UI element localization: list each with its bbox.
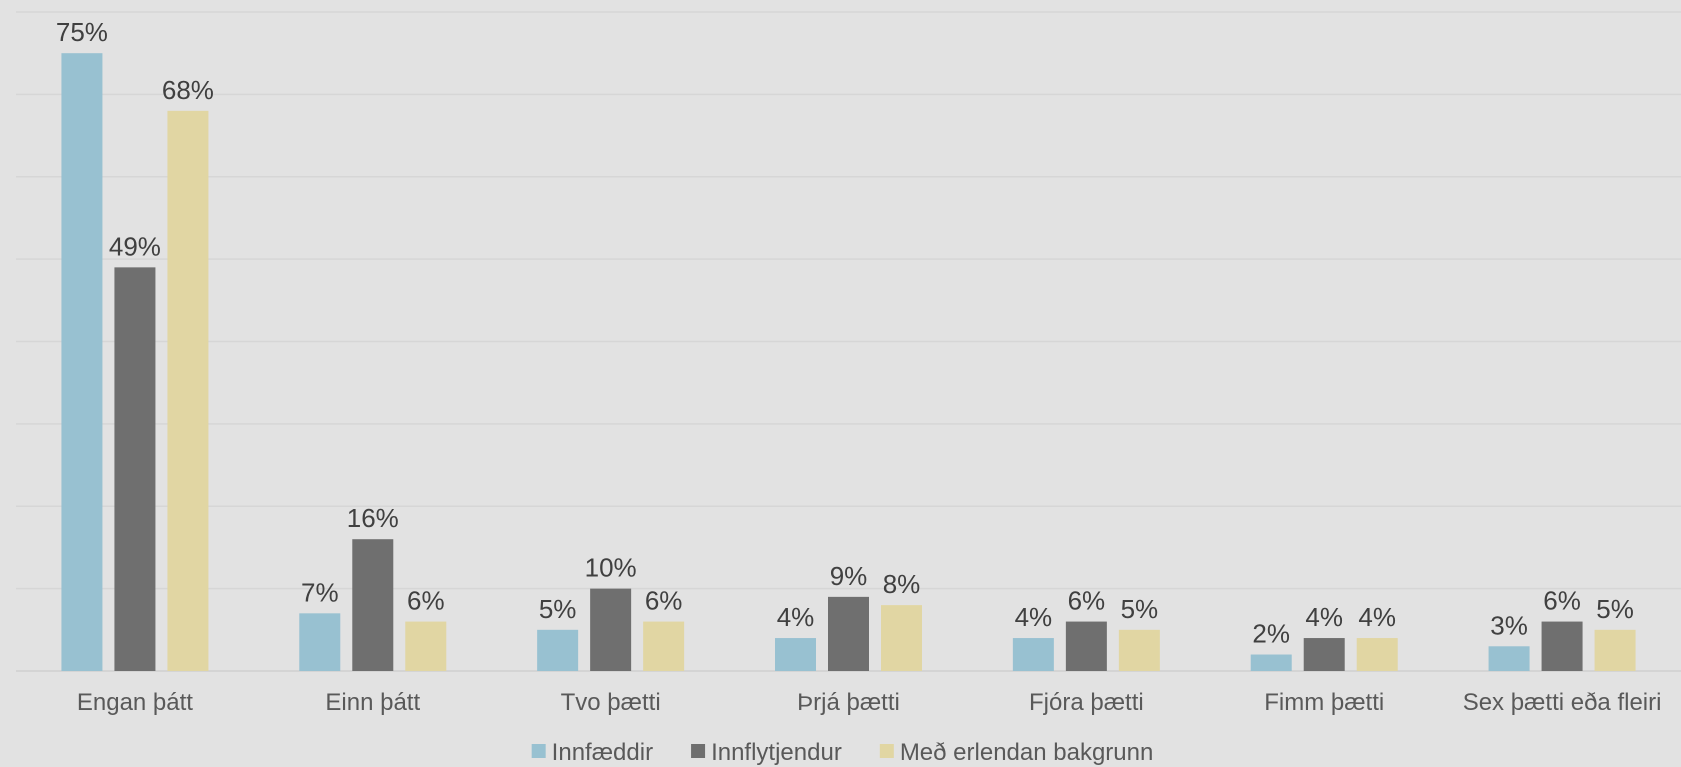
data-label: 5%: [1121, 594, 1159, 624]
bar: [1118, 629, 1160, 671]
category-label: Engan þátt: [77, 689, 193, 716]
bar: [1303, 638, 1345, 671]
data-label: 6%: [645, 586, 683, 616]
bar: [1541, 621, 1583, 671]
legend-swatch: [879, 744, 894, 758]
data-label: 7%: [301, 577, 339, 607]
data-label: 8%: [883, 569, 921, 599]
legend-label: Innfæddir: [552, 739, 653, 766]
bar: [299, 613, 341, 671]
category-label: Tvo þætti: [561, 689, 661, 716]
category-label: Einn þátt: [325, 689, 420, 716]
data-labels: 75% 49% 68% 7% 16% 6% 5% 10% 6% 4% 9% 8% 4% 6% 5% 2% 4% 4…: [56, 17, 1634, 648]
legend-label: Innflytjendur: [711, 739, 842, 766]
data-label: 4%: [1305, 602, 1343, 632]
category-label: Þrjá þætti: [797, 689, 900, 716]
bar: [405, 621, 447, 671]
category-labels: Engan þátt Einn þátt Tvo þætti Þrjá þætti Fj…: [77, 689, 1662, 716]
bar: [881, 605, 922, 671]
data-label: 4%: [777, 602, 815, 632]
data-label: 68%: [162, 75, 214, 105]
bar: [1488, 646, 1530, 671]
bar: [828, 596, 869, 671]
data-label: 4%: [1358, 602, 1396, 632]
data-label: 49%: [109, 231, 161, 261]
legend-label: Með erlendan bakgrunn: [900, 739, 1154, 766]
bar: [1065, 621, 1107, 671]
data-label: 16%: [347, 503, 399, 533]
data-label: 6%: [1068, 586, 1106, 616]
bar: [61, 53, 103, 671]
legend-swatch: [531, 744, 546, 758]
category-label: Fjóra þætti: [1029, 689, 1144, 716]
bar: [1594, 629, 1636, 671]
data-label: 5%: [539, 594, 577, 624]
category-label: Fimm þætti: [1264, 689, 1384, 716]
data-label: 4%: [1015, 602, 1053, 632]
bar: [167, 110, 209, 672]
data-label: 5%: [1596, 594, 1634, 624]
data-label: 6%: [407, 586, 445, 616]
bars: [61, 53, 1636, 672]
bar: [590, 588, 632, 671]
data-label: 3%: [1490, 610, 1528, 640]
legend: Innfæddir Innflytjendur Með erlendan bakgr…: [531, 739, 1154, 766]
gridlines: [16, 11, 1681, 672]
bar: [775, 638, 816, 671]
bar: [114, 267, 156, 671]
data-label: 6%: [1543, 586, 1581, 616]
bar: [1012, 638, 1054, 671]
bar: [643, 621, 685, 671]
bar: [537, 629, 579, 671]
data-label: 10%: [585, 553, 637, 583]
bar: [1250, 654, 1292, 671]
legend-swatch: [691, 744, 706, 758]
data-label: 2%: [1252, 619, 1290, 649]
bar: [1356, 638, 1398, 671]
data-label: 9%: [830, 561, 868, 591]
data-label: 75%: [56, 17, 108, 47]
category-label: Sex þætti eða fleiri: [1463, 689, 1662, 716]
bar: [352, 539, 394, 671]
